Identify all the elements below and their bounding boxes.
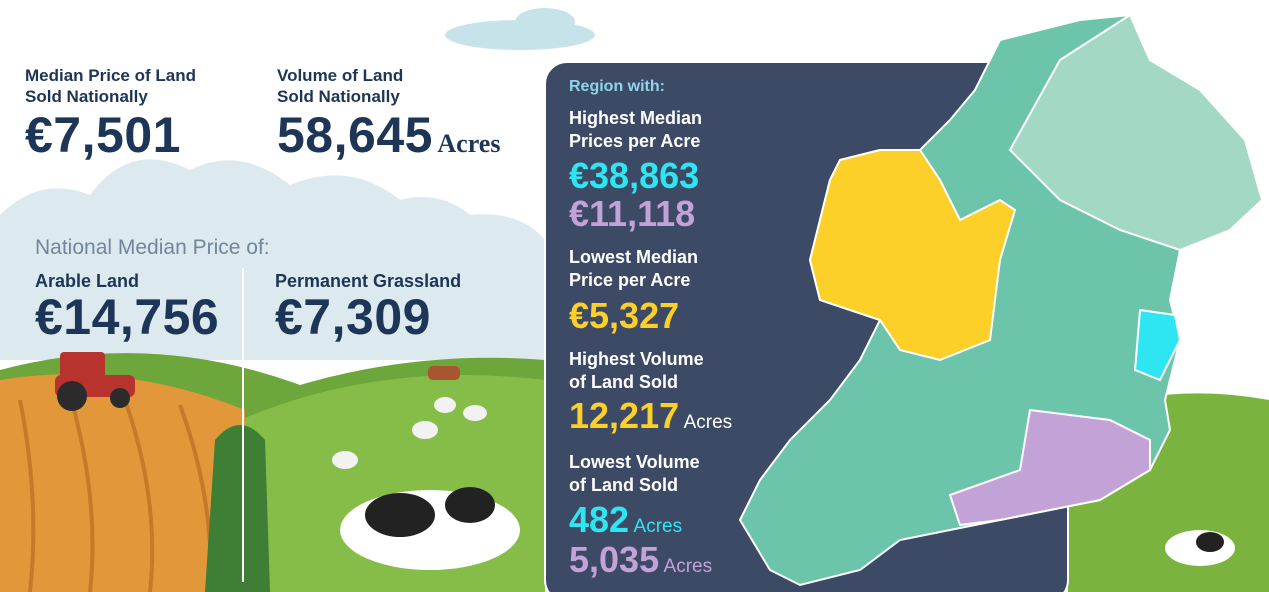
region-value: 12,217 <box>569 395 680 436</box>
use-label: Permanent Grassland <box>275 271 462 291</box>
sheep <box>332 451 358 469</box>
use-value: €7,309 <box>275 289 431 345</box>
label-line: Highest Median <box>569 108 703 128</box>
region-label: Highest Median Prices per Acre <box>569 107 702 153</box>
cloud <box>515 8 575 36</box>
use-value: €14,756 <box>35 289 220 345</box>
cow-spot <box>445 487 495 523</box>
volume-label: Volume of Land Sold Nationally <box>277 65 403 107</box>
region-value-row: 5,035 Acres <box>569 540 712 580</box>
region-value: 482 <box>569 499 630 540</box>
median-price-label: Median Price of Land Sold Nationally <box>25 65 196 107</box>
use-title: National Median Price of: <box>35 236 270 259</box>
label-line: Highest Volume <box>569 349 704 369</box>
label-line: Lowest Volume <box>569 452 700 472</box>
region-value: 5,035 <box>569 539 660 580</box>
cow-small <box>428 366 460 380</box>
label-line: Median Price of Land <box>25 66 196 85</box>
tractor-wheel <box>110 388 130 408</box>
region-label: Highest Volume of Land Sold <box>569 348 704 394</box>
field-furrows <box>18 394 213 592</box>
label-line: Sold Nationally <box>277 87 400 106</box>
region-label: Lowest Volume of Land Sold <box>569 451 700 497</box>
cloud-bank <box>0 159 545 360</box>
median-price-value: €7,501 <box>25 107 181 163</box>
sheep <box>434 397 456 413</box>
region-unit: Acres <box>663 556 713 577</box>
region-value: €11,118 <box>569 193 696 234</box>
tractor-wheel <box>57 381 87 411</box>
region-value: €38,863 <box>569 155 700 196</box>
use-label: Arable Land <box>35 271 140 291</box>
cow-spot <box>365 493 435 537</box>
sheep <box>463 405 487 421</box>
field <box>0 374 245 592</box>
region-label: Lowest Median Price per Acre <box>569 246 698 292</box>
region-title: Region with: <box>569 78 665 95</box>
label-line: Price per Acre <box>569 270 691 290</box>
label-line: Lowest Median <box>569 247 699 267</box>
region-unit: Acres <box>633 516 683 537</box>
sheep <box>412 421 438 439</box>
label-line: of Land Sold <box>569 475 678 495</box>
region-value-row: 482 Acres <box>569 500 682 540</box>
label-line: Volume of Land <box>277 66 404 85</box>
label-line: Sold Nationally <box>25 87 148 106</box>
bushes <box>205 425 270 592</box>
region-unit: Acres <box>683 412 733 433</box>
map-region-purple <box>948 408 1151 527</box>
label-line: of Land Sold <box>569 372 678 392</box>
map-region-highest <box>808 149 1017 362</box>
map-northern-ireland <box>1008 13 1264 252</box>
volume-unit: Acres <box>437 129 501 158</box>
cow-spot <box>1196 532 1224 552</box>
label-line: Prices per Acre <box>569 131 701 151</box>
volume: 58,645 Acres <box>277 108 500 162</box>
region-value: €5,327 <box>569 295 680 336</box>
region-value-row: 12,217 Acres <box>569 396 732 436</box>
map-region-cyan <box>1133 308 1182 382</box>
volume-value: 58,645 <box>277 107 433 163</box>
